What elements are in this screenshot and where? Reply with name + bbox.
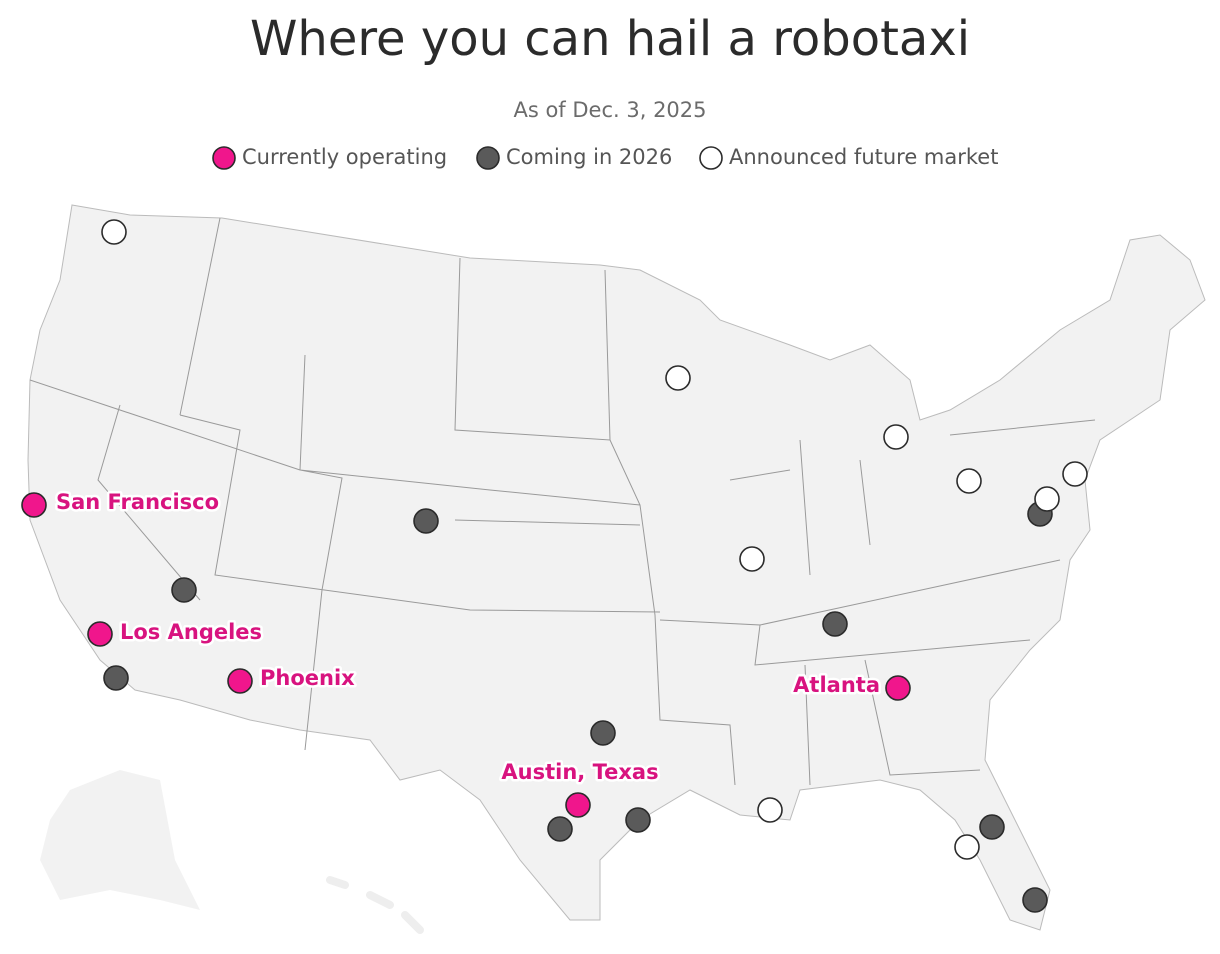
city-label: Los Angeles bbox=[120, 620, 262, 644]
city-labels: San Francisco Los Angeles Phoenix Austin… bbox=[54, 488, 883, 787]
marker-coming bbox=[979, 814, 1005, 840]
marker-coming bbox=[1022, 887, 1048, 913]
marker-announced bbox=[757, 797, 783, 823]
title: Where you can hail a robotaxi bbox=[250, 11, 970, 67]
state-borders bbox=[29, 217, 1096, 786]
legend-label: Announced future market bbox=[729, 145, 998, 169]
marker-operating bbox=[227, 668, 253, 694]
marker-coming bbox=[103, 665, 129, 691]
marker-coming bbox=[590, 720, 616, 746]
marker-coming bbox=[171, 577, 197, 603]
marker-coming bbox=[547, 816, 573, 842]
contiguous-us bbox=[27, 204, 1206, 931]
marker-announced bbox=[101, 219, 127, 245]
marker-announced bbox=[1062, 461, 1088, 487]
marker-announced bbox=[954, 834, 980, 860]
city-label: Phoenix bbox=[260, 666, 355, 690]
legend-swatch bbox=[699, 146, 723, 170]
legend-label: Currently operating bbox=[242, 145, 447, 169]
marker-announced bbox=[883, 424, 909, 450]
subtitle: As of Dec. 3, 2025 bbox=[513, 98, 706, 122]
marker-announced bbox=[739, 546, 765, 572]
marker-operating bbox=[21, 492, 47, 518]
markers bbox=[21, 219, 1088, 913]
legend-swatch bbox=[212, 146, 236, 170]
marker-operating bbox=[885, 675, 911, 701]
legend-swatch bbox=[476, 146, 500, 170]
marker-coming bbox=[413, 508, 439, 534]
marker-coming bbox=[625, 807, 651, 833]
marker-coming bbox=[822, 611, 848, 637]
marker-announced bbox=[1034, 486, 1060, 512]
legend: Currently operating Coming in 2026 Annou… bbox=[212, 145, 998, 170]
marker-announced bbox=[665, 365, 691, 391]
marker-operating bbox=[565, 792, 591, 818]
city-label: Atlanta bbox=[793, 673, 880, 697]
marker-announced bbox=[956, 468, 982, 494]
hawaii bbox=[326, 876, 424, 934]
marker-operating bbox=[87, 621, 113, 647]
us-map bbox=[27, 204, 1206, 934]
city-label: San Francisco bbox=[56, 490, 219, 514]
city-label: Austin, Texas bbox=[501, 760, 658, 784]
alaska bbox=[40, 770, 200, 910]
legend-label: Coming in 2026 bbox=[506, 145, 672, 169]
